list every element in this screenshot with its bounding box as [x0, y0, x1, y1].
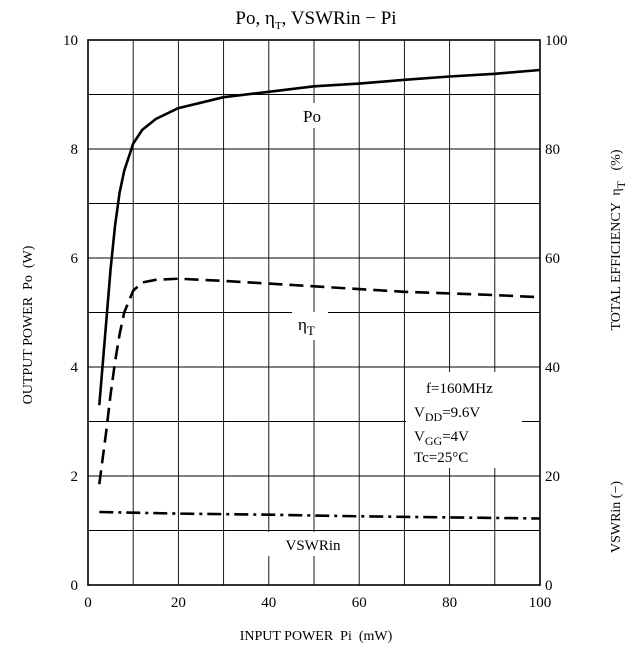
y-tick-label-right: 100: [545, 33, 568, 49]
y-tick-label-right: 20: [545, 469, 560, 485]
y-axis-label-left: OUTPUT POWER Po (W): [21, 245, 36, 404]
plot-frame: [87, 39, 541, 586]
series-group: [98, 68, 541, 520]
y-tick-label-right: 60: [545, 251, 560, 267]
x-tick-label: 60: [352, 595, 367, 611]
x-axis-label: INPUT POWER Pi (mW): [240, 629, 393, 644]
vswr-label-bg: [268, 532, 358, 556]
conditions-bg: [406, 372, 522, 468]
eta-label-bg: [292, 312, 328, 340]
eta-label-subscript: T: [307, 323, 315, 338]
series-label-vswr: VSWRin: [285, 538, 341, 554]
title-subscript: T: [275, 20, 282, 32]
y-axis-label-right-efficiency: TOTAL EFFICIENCY ηT (%): [609, 149, 628, 330]
efficiency-label-unit: (%): [609, 149, 624, 181]
y-tick-label-right: 0: [545, 578, 553, 594]
y-tick-label-left: 10: [63, 33, 78, 49]
series-line-t: [98, 277, 541, 485]
chart-title: Po, ηT, VSWRin − Pi: [235, 8, 396, 32]
x-tick-label: 100: [529, 595, 552, 611]
condition-vdd-subscript: DD: [425, 410, 443, 424]
efficiency-label-subscript: T: [614, 180, 628, 188]
condition-vdd: VDD=9.6V: [414, 405, 480, 424]
y-tick-label-right: 80: [545, 142, 560, 158]
x-tick-label: 80: [442, 595, 457, 611]
condition-vdd-value: =9.6V: [442, 405, 480, 421]
condition-vgg: VGG=4V: [414, 429, 469, 448]
y-tick-label-left: 2: [71, 469, 79, 485]
y-tick-label-left: 0: [71, 578, 79, 594]
y-tick-label-right: 40: [545, 360, 560, 376]
title-rest: , VSWRin − Pi: [282, 8, 397, 29]
condition-frequency: f=160MHz: [426, 381, 493, 397]
po-label-bg: [292, 103, 332, 128]
series-label-po: Po: [303, 107, 321, 126]
y-tick-label-left: 4: [71, 360, 79, 376]
condition-tc: Tc=25°C: [414, 450, 468, 466]
x-tick-label: 40: [261, 595, 276, 611]
condition-vgg-value: =4V: [442, 429, 469, 445]
y-tick-label-left: 6: [71, 251, 79, 267]
x-tick-label: 20: [171, 595, 186, 611]
series-line-po: [98, 68, 541, 406]
y-tick-label-left: 8: [71, 142, 79, 158]
y-axis-label-right-vswr: VSWRin (−): [609, 481, 624, 553]
condition-vgg-subscript: GG: [425, 434, 443, 448]
x-tick-label: 0: [84, 595, 92, 611]
series-line-vswrin: [99, 510, 541, 520]
conditions-annotation: f=160MHz VDD=9.6V VGG=4V Tc=25°C: [406, 372, 522, 468]
